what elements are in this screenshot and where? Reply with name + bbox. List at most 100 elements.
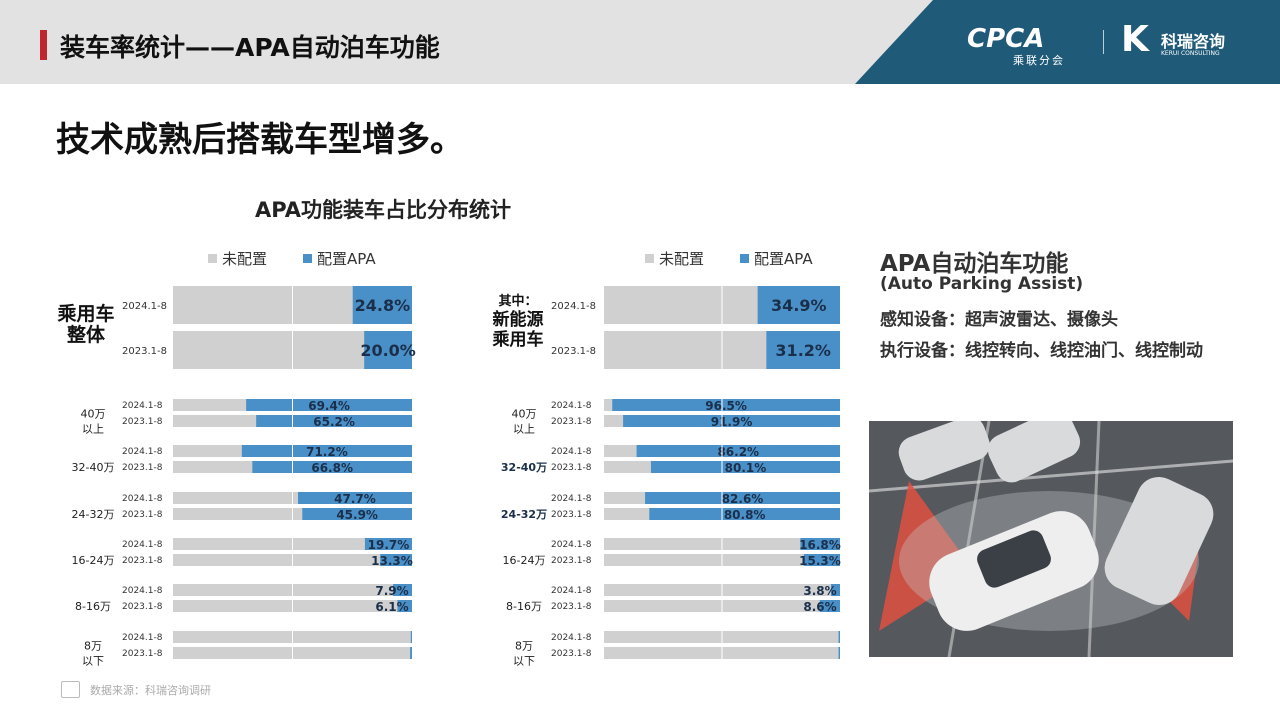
group-category-label: 以下 (82, 655, 104, 668)
group-category-label: 32-40万 (501, 461, 547, 474)
group-category-label: 16-24万 (72, 554, 115, 567)
data-label: 20.0% (360, 341, 416, 360)
group-category-label: 8万 (515, 640, 533, 653)
bar-configured (650, 461, 840, 473)
period-label: 2024.1-8 (551, 494, 592, 504)
data-label: 15.3% (799, 554, 841, 568)
data-label: 31.2% (775, 341, 831, 360)
period-label: 2024.1-8 (551, 633, 592, 643)
period-label: 2023.1-8 (551, 649, 592, 659)
source-note: 数据来源：科瑞咨询调研 (90, 684, 211, 697)
bar-configured (766, 331, 840, 369)
logo-divider (1103, 30, 1104, 54)
period-label: 2023.1-8 (122, 346, 167, 357)
bar-configured (636, 445, 840, 457)
legend-label-configured: 配置APA (317, 250, 376, 268)
data-label: 13.3% (371, 554, 413, 568)
data-label: 45.9% (336, 508, 378, 522)
info-english-name: (Auto Parking Assist) (880, 274, 1084, 294)
data-label: 65.2% (313, 415, 355, 429)
bar-configured (612, 399, 840, 411)
group-category-label: 40万 (81, 408, 106, 421)
page-title: 装车率统计——APA自动泊车功能 (60, 33, 440, 62)
data-label: 24.8% (355, 296, 411, 315)
data-label: 16.8% (799, 538, 841, 552)
bar-configured (397, 600, 412, 612)
legend-swatch-unconfigured (645, 254, 654, 263)
cpca-logo-subtext: 乘联分会 (1013, 54, 1065, 67)
bar-configured (241, 445, 412, 457)
period-label: 2023.1-8 (122, 510, 163, 520)
data-label: 80.8% (724, 508, 766, 522)
data-label: 66.8% (311, 461, 353, 475)
bar-configured (757, 286, 840, 324)
kerui-logo-name: 科瑞咨询 (1161, 32, 1226, 51)
group-category-label: 24-32万 (501, 508, 547, 521)
data-label: 47.7% (334, 492, 376, 506)
period-label: 2024.1-8 (122, 494, 163, 504)
period-label: 2024.1-8 (122, 586, 163, 596)
group-category-label: 8-16万 (75, 600, 111, 613)
data-label: 3.8% (803, 584, 836, 598)
data-label: 8.6% (803, 600, 836, 614)
info-sensing: 感知设备：超声波雷达、摄像头 (880, 310, 1118, 330)
overall-category-label: 乘用车 (56, 302, 114, 325)
bar-configured (803, 554, 840, 566)
calendar-icon (61, 681, 80, 698)
period-label: 2024.1-8 (551, 301, 596, 312)
chart-title: APA功能装车占比分布统计 (255, 198, 511, 222)
logo-panel: CPCA 乘联分会 K 科瑞咨询 KERUI CONSULTING (855, 0, 1280, 84)
group-category-label: 16-24万 (503, 554, 546, 567)
group-category-label: 以上 (513, 423, 535, 436)
data-label: 86.2% (717, 445, 759, 459)
period-label: 2023.1-8 (122, 417, 163, 427)
group-category-label: 8万 (84, 640, 102, 653)
data-label: 69.4% (308, 399, 350, 413)
period-label: 2023.1-8 (551, 417, 592, 427)
data-label: 80.1% (725, 461, 767, 475)
legend-label-configured: 配置APA (754, 250, 813, 268)
period-label: 2024.1-8 (122, 401, 163, 411)
group-category-label: 8-16万 (506, 600, 542, 613)
parking-illustration (869, 421, 1233, 657)
bar-configured (256, 415, 412, 427)
data-label: 96.5% (705, 399, 747, 413)
kerui-logo-subtext: KERUI CONSULTING (1161, 50, 1220, 57)
period-label: 2023.1-8 (551, 463, 592, 473)
legend-label-unconfigured: 未配置 (222, 250, 267, 268)
bar-configured (364, 331, 412, 369)
bar-configured (410, 647, 412, 659)
bar-configured (364, 538, 412, 550)
overall-category-label: 整体 (67, 323, 106, 346)
header-accent-bar (40, 30, 47, 60)
legend-swatch-configured (740, 254, 749, 263)
data-label: 91.9% (711, 415, 753, 429)
period-label: 2023.1-8 (122, 602, 163, 612)
period-label: 2024.1-8 (122, 447, 163, 457)
data-label: 71.2% (306, 445, 348, 459)
legend-swatch-unconfigured (208, 254, 217, 263)
bar-configured (838, 647, 840, 659)
data-label: 7.9% (375, 584, 408, 598)
bar-configured (297, 492, 412, 504)
overall-category-label: 乘用车 (492, 329, 544, 350)
period-label: 2023.1-8 (551, 556, 592, 566)
bar-configured (352, 286, 412, 324)
group-category-label: 40万 (512, 408, 537, 421)
data-label: 82.6% (722, 492, 764, 506)
period-label: 2024.1-8 (122, 633, 163, 643)
group-category-label: 24-32万 (72, 508, 115, 521)
bar-configured (831, 584, 840, 596)
bar-configured (800, 538, 840, 550)
bar-configured (838, 631, 840, 643)
group-category-label: 以下 (513, 655, 535, 668)
period-label: 2023.1-8 (122, 556, 163, 566)
legend-swatch-configured (303, 254, 312, 263)
cpca-logo: CPCA (967, 24, 1045, 54)
period-label: 2024.1-8 (551, 540, 592, 550)
period-label: 2024.1-8 (122, 540, 163, 550)
bar-configured (410, 631, 412, 643)
overall-category-label: 新能源 (493, 309, 544, 330)
overall-category-label: 其中： (498, 293, 537, 309)
